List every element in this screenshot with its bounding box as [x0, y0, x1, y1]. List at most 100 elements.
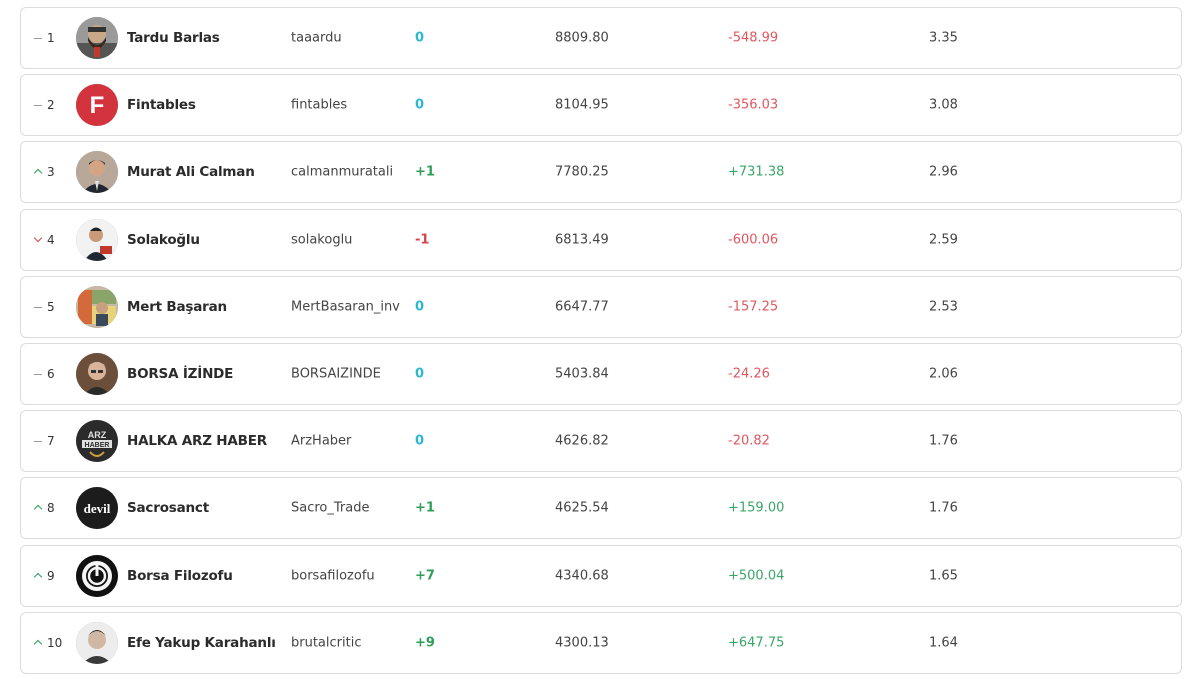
- score-delta: +159.00: [728, 500, 785, 516]
- rank-number: 8: [47, 501, 55, 516]
- score-value: 8104.95: [555, 97, 609, 113]
- score-delta: -548.99: [728, 30, 779, 46]
- rank-change: 0: [415, 30, 425, 46]
- user-name[interactable]: Sacrosanct: [127, 500, 209, 517]
- svg-text:F: F: [90, 92, 105, 119]
- score-delta: -24.26: [728, 366, 770, 382]
- user-name[interactable]: Tardu Barlas: [127, 30, 220, 46]
- leaderboard-row[interactable]: 6 BORSA İZİNDE BORSAIZINDE 0 5403.84 -24.26 2.…: [20, 343, 1182, 405]
- user-name[interactable]: BORSA İZİNDE: [127, 366, 234, 382]
- ratio-value: 3.35: [929, 30, 958, 46]
- ratio-value: 1.65: [929, 568, 958, 584]
- rank-change: 0: [415, 97, 425, 113]
- user-handle[interactable]: borsafilozofu: [291, 568, 375, 584]
- avatar: [76, 285, 118, 328]
- ratio-value: 2.96: [929, 164, 958, 180]
- user-name[interactable]: Fintables: [127, 97, 196, 114]
- score-delta: -356.03: [728, 97, 779, 113]
- ratio-value: 2.53: [929, 299, 958, 315]
- arz-haber-logo: ARZ HABER: [76, 420, 118, 463]
- rank: 9: [33, 569, 73, 583]
- user-handle[interactable]: solakoglu: [291, 232, 353, 248]
- rank-number: 3: [47, 165, 55, 180]
- score-delta: +647.75: [728, 635, 785, 651]
- leaderboard-row[interactable]: 8 devil Sacrosanct Sacro_Trade +1 4625.54 +159…: [20, 477, 1182, 540]
- user-handle[interactable]: brutalcritic: [291, 635, 362, 651]
- rank: 2: [33, 98, 73, 112]
- rank-change: -1: [415, 232, 430, 248]
- rank-change: +1: [415, 500, 435, 516]
- user-handle[interactable]: taaardu: [291, 30, 342, 46]
- user-name[interactable]: Murat Ali Calman: [127, 164, 255, 181]
- avatar: [76, 17, 118, 59]
- arrow-down-icon: [33, 235, 43, 245]
- rank-number: 4: [47, 232, 55, 247]
- rank-number: 5: [47, 299, 55, 314]
- leaderboard-row[interactable]: 3 Murat Ali Calman calmanmuratali +1 7780.25…: [20, 141, 1182, 204]
- user-name[interactable]: Borsa Filozofu: [127, 567, 233, 584]
- rank-change: 0: [415, 366, 425, 382]
- rank-change: 0: [415, 299, 425, 315]
- avatar: [76, 353, 118, 395]
- dash-icon: [33, 369, 43, 379]
- score-value: 6647.77: [555, 299, 609, 315]
- rank: 3: [33, 165, 73, 179]
- user-handle[interactable]: fintables: [291, 97, 348, 113]
- rank-number: 6: [47, 367, 55, 381]
- dash-icon: [33, 302, 43, 312]
- score-value: 4300.13: [555, 635, 609, 651]
- ratio-value: 2.06: [929, 366, 958, 382]
- user-name[interactable]: Efe Yakup Karahanlı: [127, 634, 276, 651]
- score-value: 6813.49: [555, 232, 609, 248]
- rank-change: +9: [415, 635, 435, 651]
- leaderboard-row[interactable]: 2 F Fintables fintables 0 8104.95 -356.03 3.08: [20, 74, 1182, 137]
- score-value: 4340.68: [555, 568, 609, 584]
- score-value: 7780.25: [555, 164, 609, 180]
- leaderboard-row[interactable]: 5 Mert Başaran MertBasaran_inv 0 6647.77 -157…: [20, 275, 1182, 338]
- rank-number: 9: [47, 568, 55, 583]
- score-value: 5403.84: [555, 366, 609, 382]
- avatar: [76, 621, 118, 664]
- rank: 8: [33, 501, 73, 515]
- user-name[interactable]: Mert Başaran: [127, 298, 227, 315]
- rank: 7: [33, 434, 73, 448]
- user-handle[interactable]: Sacro_Trade: [291, 500, 370, 516]
- arrow-up-icon: [33, 503, 43, 513]
- score-delta: +731.38: [728, 164, 785, 180]
- leaderboard-row[interactable]: 4 Solakoğlu solakoglu -1 6813.49 -600.06 2.59: [20, 208, 1182, 271]
- score-delta: -20.82: [728, 433, 770, 449]
- ratio-value: 1.76: [929, 500, 958, 516]
- ratio-value: 1.64: [929, 635, 958, 651]
- leaderboard-row[interactable]: 7 ARZ HABER HALKA ARZ HABER ArzHaber 0 4626.82…: [20, 410, 1182, 473]
- arrow-up-icon: [33, 167, 43, 177]
- rank: 1: [33, 31, 73, 45]
- arrow-up-icon: [33, 571, 43, 581]
- user-handle[interactable]: ArzHaber: [291, 433, 352, 449]
- score-value: 4626.82: [555, 433, 609, 449]
- score-value: 4625.54: [555, 500, 609, 516]
- user-handle[interactable]: MertBasaran_inv: [291, 299, 400, 315]
- user-handle[interactable]: BORSAIZINDE: [291, 366, 381, 382]
- svg-text:devil: devil: [84, 501, 111, 516]
- arrow-up-icon: [33, 638, 43, 648]
- ratio-value: 1.76: [929, 433, 958, 449]
- svg-text:HABER: HABER: [85, 442, 110, 449]
- dash-icon: [33, 100, 43, 110]
- user-name[interactable]: Solakoğlu: [127, 231, 200, 248]
- leaderboard-row[interactable]: 1 Tardu Barlas taaardu 0 8809.80 -548.99 3.35: [20, 7, 1182, 69]
- dash-icon: [33, 33, 43, 43]
- user-name[interactable]: HALKA ARZ HABER: [127, 433, 267, 450]
- user-handle[interactable]: calmanmuratali: [291, 164, 394, 180]
- leaderboard-row[interactable]: 10 Efe Yakup Karahanlı brutalcritic +9 4300.…: [20, 611, 1182, 674]
- rank-number: 1: [47, 31, 55, 45]
- dash-icon: [33, 436, 43, 446]
- rank: 6: [33, 367, 73, 381]
- leaderboard-row[interactable]: 9 Borsa Filozofu borsafilozofu +7 4340.68 +50…: [20, 544, 1182, 607]
- ratio-value: 3.08: [929, 97, 958, 113]
- rank-change: 0: [415, 433, 425, 449]
- rank-number: 7: [47, 434, 55, 449]
- rank: 10: [33, 636, 73, 650]
- score-value: 8809.80: [555, 30, 609, 46]
- rank: 4: [33, 233, 73, 247]
- power-logo: [76, 554, 118, 597]
